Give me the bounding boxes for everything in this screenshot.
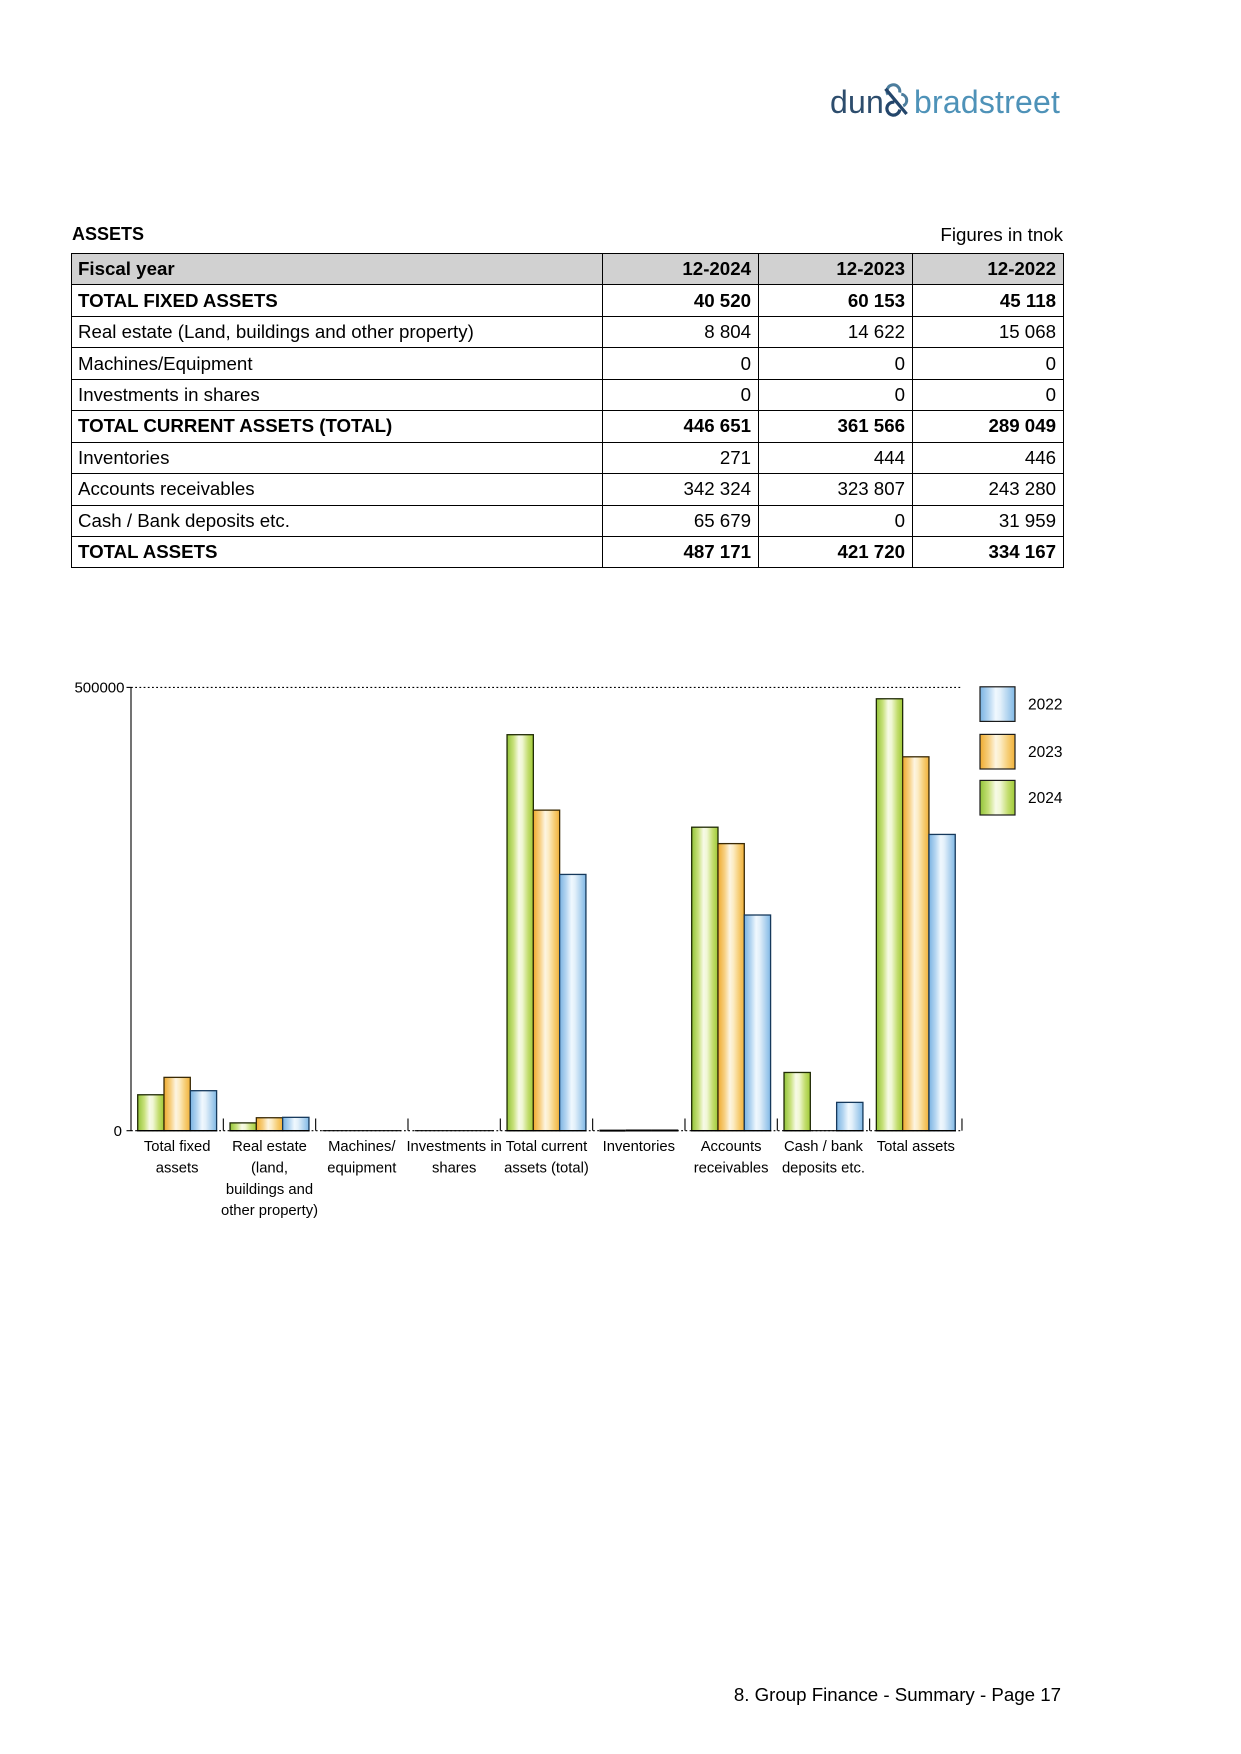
svg-text:assets (total): assets (total) (504, 1160, 589, 1176)
svg-text:Inventories: Inventories (603, 1139, 675, 1155)
svg-text:Total current: Total current (506, 1139, 587, 1155)
svg-text:shares: shares (432, 1160, 476, 1176)
svg-text:assets: assets (156, 1160, 199, 1176)
svg-text:Cash / bank: Cash / bank (784, 1139, 864, 1155)
svg-text:Total fixed: Total fixed (144, 1139, 211, 1155)
svg-text:2023: 2023 (1028, 744, 1062, 761)
svg-text:buildings and: buildings and (226, 1182, 313, 1198)
svg-text:(land,: (land, (251, 1160, 288, 1176)
svg-text:Investments in: Investments in (406, 1139, 501, 1155)
svg-text:other property): other property) (221, 1203, 318, 1219)
svg-text:deposits etc.: deposits etc. (782, 1160, 865, 1176)
svg-text:500000: 500000 (74, 680, 124, 697)
svg-text:receivables: receivables (694, 1160, 769, 1176)
svg-text:Total assets: Total assets (877, 1139, 955, 1155)
svg-text:Machines/: Machines/ (328, 1139, 396, 1155)
svg-text:Real estate: Real estate (232, 1139, 307, 1155)
svg-text:0: 0 (114, 1123, 122, 1140)
svg-text:Accounts: Accounts (701, 1139, 762, 1155)
svg-text:equipment: equipment (327, 1160, 396, 1176)
svg-text:2022: 2022 (1028, 697, 1062, 714)
svg-text:2024: 2024 (1028, 790, 1063, 807)
